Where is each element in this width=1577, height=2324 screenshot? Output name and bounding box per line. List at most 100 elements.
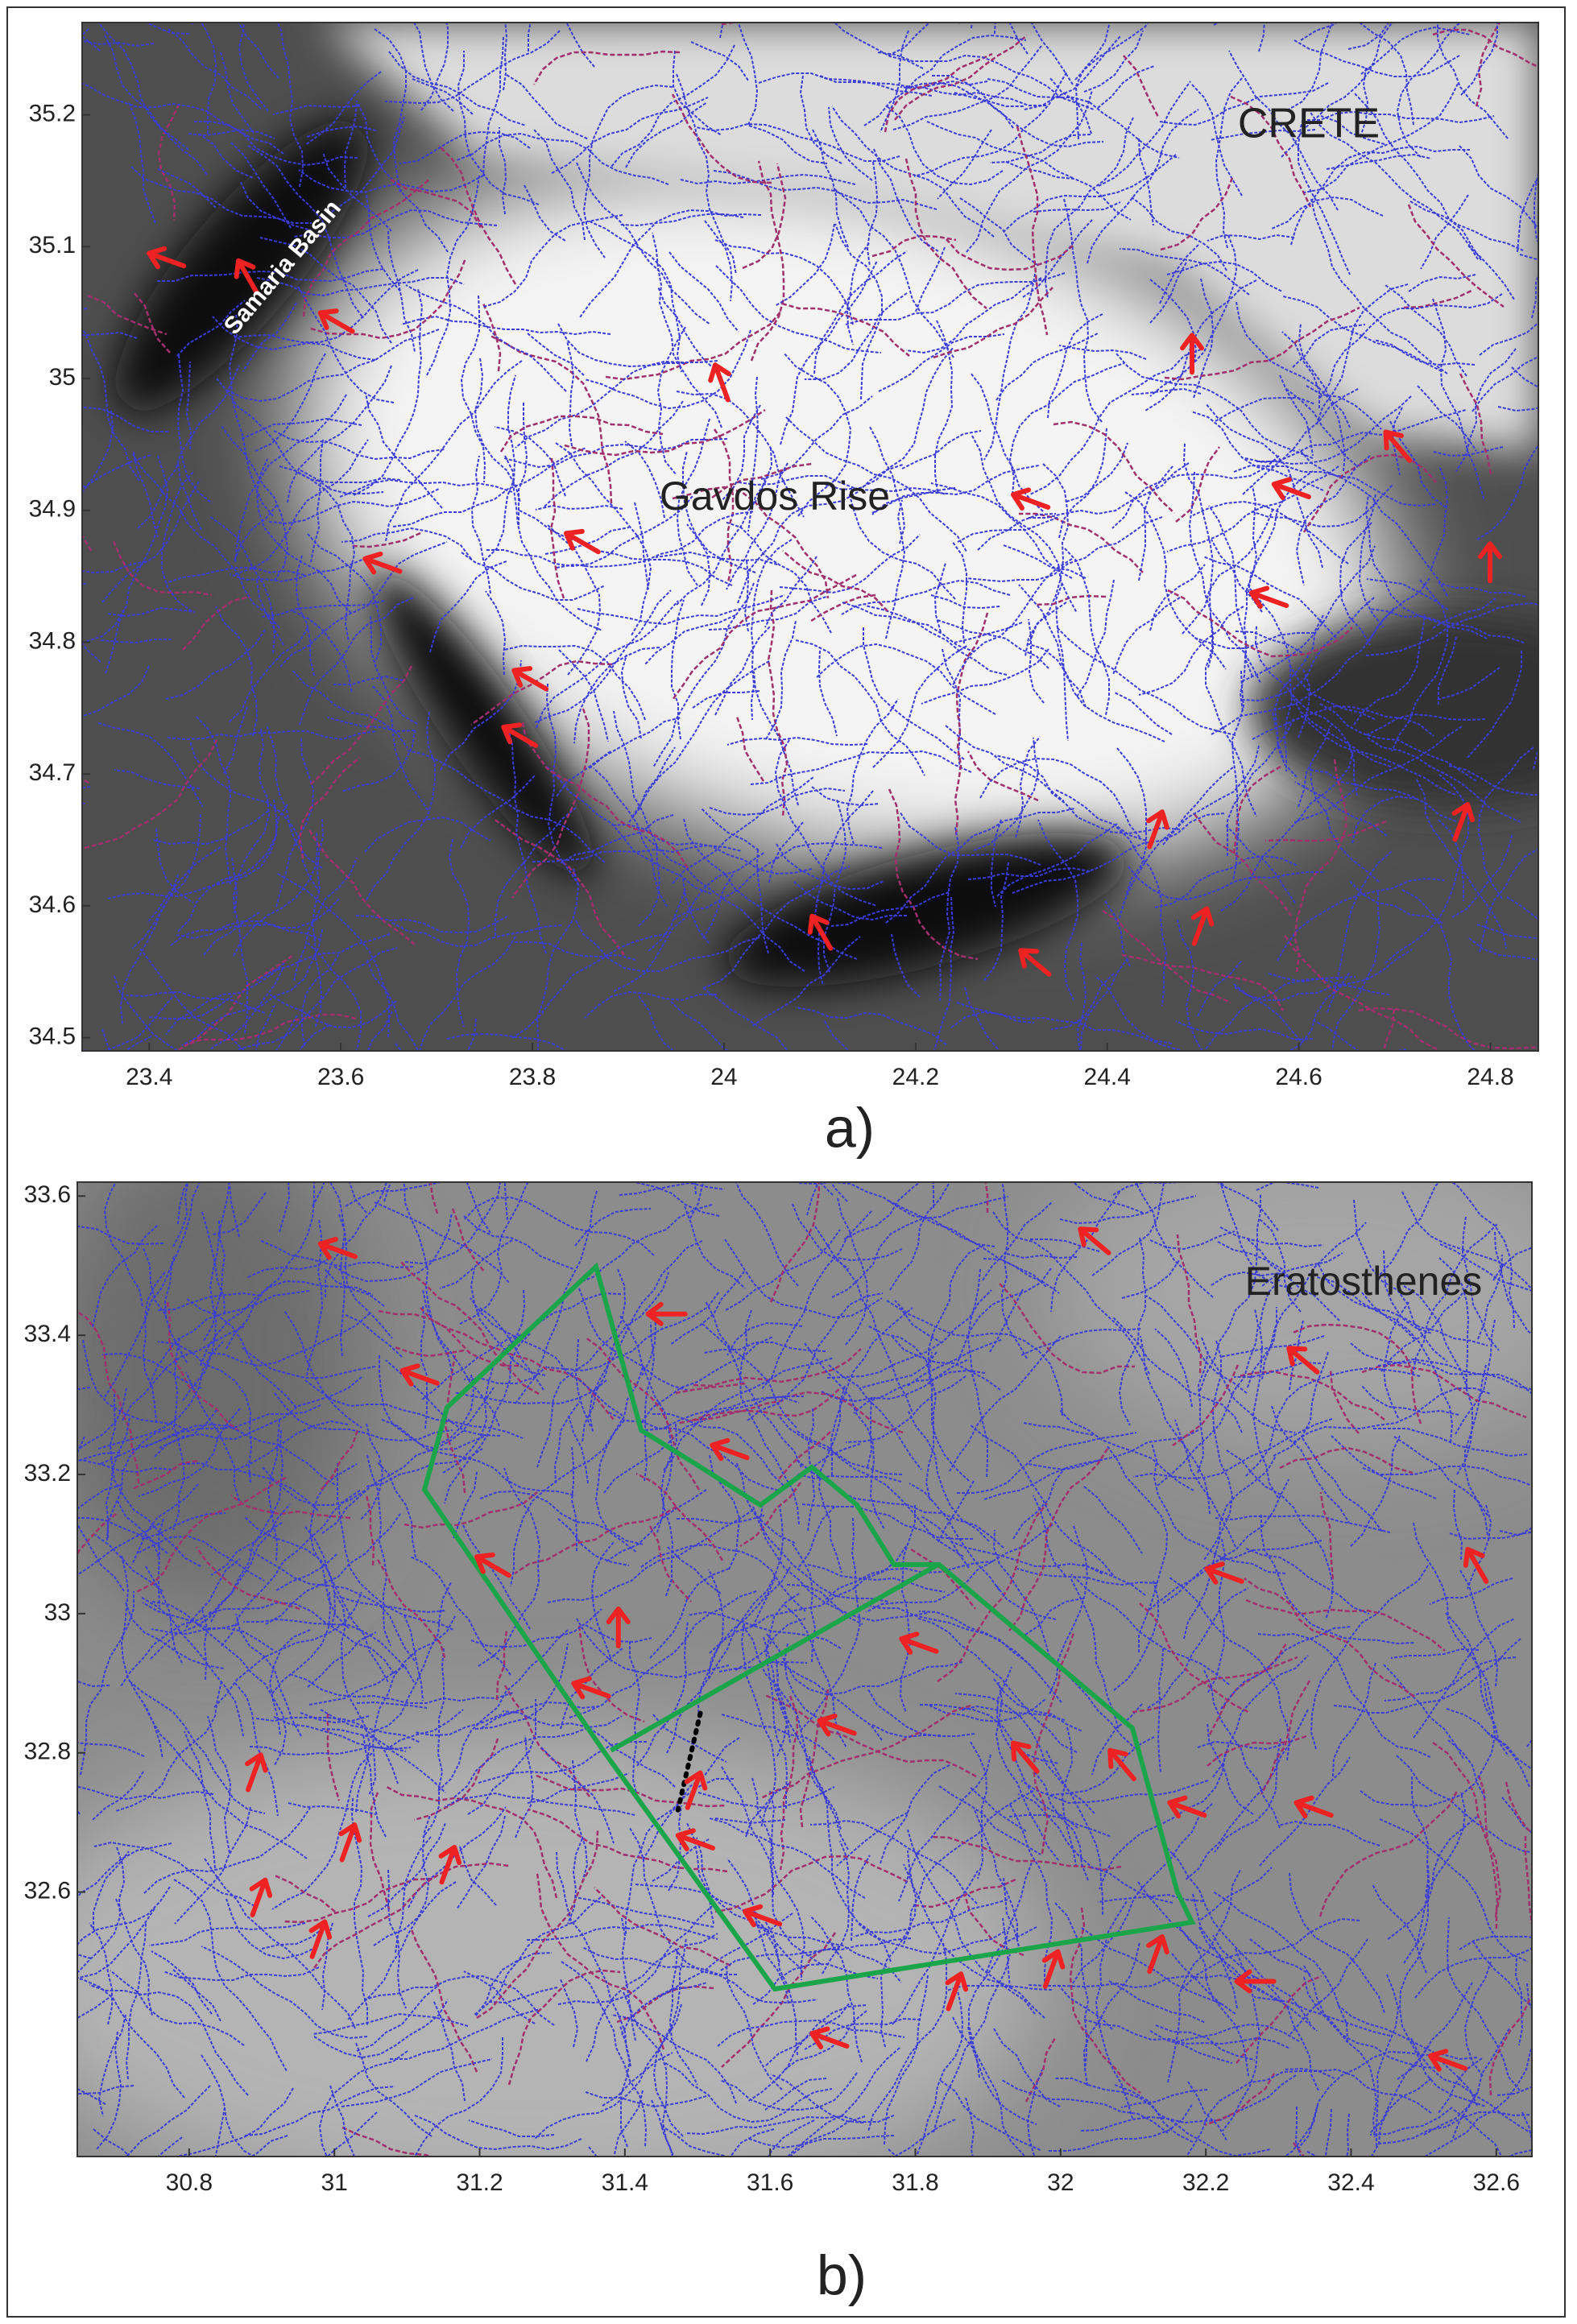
lineament (1366, 578, 1449, 610)
lineament (801, 1503, 973, 1540)
arrow (1249, 585, 1289, 610)
lineament (338, 1214, 393, 1339)
lineament (1319, 703, 1477, 782)
place-label: CRETE (1238, 101, 1380, 147)
lineament (1155, 2024, 1256, 2061)
lineament (984, 1182, 989, 1213)
arrow (817, 1713, 857, 1737)
lineament (686, 523, 711, 606)
lineament (484, 374, 516, 561)
relief-b (77, 1182, 1532, 2157)
lineament (970, 1741, 988, 1879)
lineament (514, 1505, 677, 1575)
lineament (704, 220, 734, 302)
lineament (945, 725, 1065, 802)
lineament (1302, 110, 1495, 124)
lineament (194, 121, 358, 167)
lineament (677, 1515, 765, 1525)
lineament (1455, 348, 1517, 472)
lineament (545, 765, 712, 895)
lineament (950, 1540, 1104, 1575)
lineament (1082, 1564, 1146, 1596)
lineament (1258, 23, 1265, 52)
lineament (793, 881, 907, 921)
arrow (606, 1607, 631, 1648)
lineament (652, 1714, 727, 1763)
lineament (969, 1424, 1114, 1576)
lineament (735, 1618, 806, 1671)
lineament (1271, 1405, 1350, 1524)
lineament (1353, 1199, 1448, 1363)
lineament (751, 1777, 806, 1980)
lineament (456, 1815, 506, 1910)
lineament (1365, 713, 1486, 736)
y-tick-label: 33.4 (24, 1321, 71, 1347)
lineament (719, 23, 724, 39)
lineament (117, 1500, 159, 1557)
lineament (453, 1471, 478, 1539)
lineament (499, 415, 664, 453)
lineament (376, 1461, 416, 1558)
lineament (831, 105, 995, 238)
lineament (1409, 201, 1524, 251)
lineament (966, 1268, 988, 1479)
lineament (954, 1693, 1095, 1814)
lineament (825, 346, 954, 491)
lineament (781, 302, 910, 357)
lineament (970, 1787, 1027, 1832)
lineament (370, 1582, 452, 1733)
lineament (243, 1618, 415, 1683)
lineament (799, 75, 844, 165)
lineament (1261, 1252, 1343, 1287)
lineament (869, 426, 906, 544)
lineament (84, 739, 218, 850)
lineament (1050, 1191, 1120, 1313)
lineament (321, 1728, 407, 1752)
lineament (165, 629, 266, 700)
lineament (547, 1509, 754, 1603)
x-tick-label: 24.8 (1467, 1064, 1513, 1090)
lineament (227, 1182, 240, 1238)
lineament (825, 1561, 994, 1600)
lineament (689, 1182, 706, 1219)
lineament (77, 1310, 140, 1484)
lineament (533, 2004, 682, 2140)
lineament (1347, 23, 1390, 50)
lineament (950, 1011, 1035, 1028)
lineament (720, 1946, 841, 1971)
lineament (877, 52, 1095, 110)
lineament (138, 1535, 265, 1582)
lineament (355, 2042, 433, 2137)
lineament (269, 994, 397, 1029)
lineament (1026, 2069, 1043, 2157)
lineament (351, 531, 421, 548)
lineament (96, 2031, 122, 2150)
lineament (1417, 1792, 1467, 1942)
lineament (1192, 500, 1349, 564)
lineament (425, 175, 480, 378)
lineament (780, 260, 878, 445)
lineament (796, 1473, 902, 1482)
lineament (971, 435, 1078, 614)
lineament (846, 242, 870, 345)
lineament (774, 223, 835, 307)
lineament (1059, 1195, 1197, 1225)
lineament (1260, 1680, 1311, 1795)
lineament (767, 589, 788, 817)
arrow (1107, 1747, 1136, 1781)
lineament (234, 439, 369, 575)
lineament (1468, 937, 1538, 961)
lineament (680, 173, 856, 185)
lineament (144, 1423, 337, 1487)
lineament (982, 1201, 1053, 1281)
lineament (1437, 23, 1509, 139)
lineament (561, 1961, 648, 2148)
lineament (210, 1428, 284, 1623)
lineament (973, 737, 1040, 851)
lineament (795, 1429, 964, 1557)
lineament (1331, 892, 1381, 1051)
lineament (635, 1884, 802, 1970)
lineament (671, 599, 685, 740)
lineament (170, 923, 323, 946)
lineament (807, 1564, 946, 1593)
